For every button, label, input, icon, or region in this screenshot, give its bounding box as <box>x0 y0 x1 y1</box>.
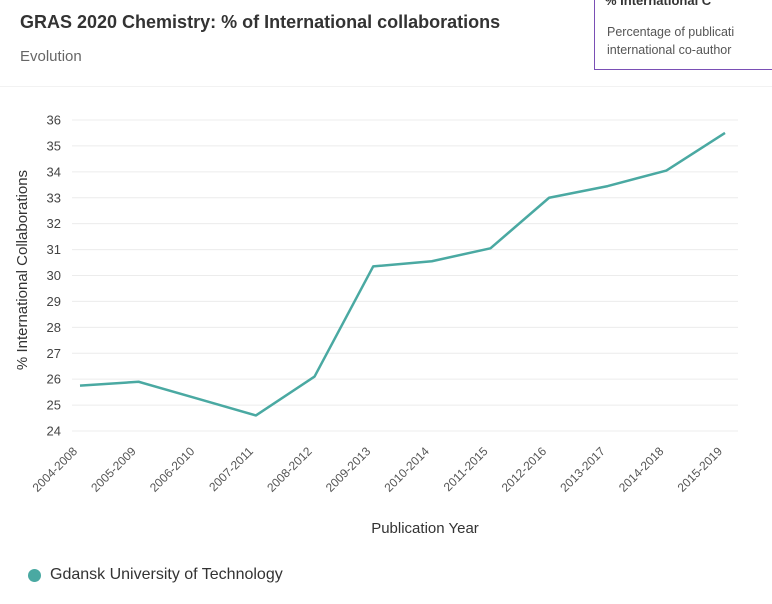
y-tick-label: 32 <box>47 216 61 231</box>
grid-lines <box>72 119 738 432</box>
series-line[interactable] <box>79 131 726 417</box>
y-tick-label: 25 <box>47 398 61 413</box>
data-point[interactable] <box>544 193 554 203</box>
data-point[interactable] <box>427 256 437 266</box>
tooltip-line-1: Percentage of publicati <box>607 25 735 39</box>
legend-marker-icon <box>28 568 41 582</box>
x-tick-label: 2013-2017 <box>557 444 608 495</box>
y-tick-label: 35 <box>47 138 61 153</box>
info-tooltip: % International C Percentage of publicat… <box>594 0 772 70</box>
x-tick-label: 2012-2016 <box>499 444 550 495</box>
data-point[interactable] <box>134 377 144 387</box>
y-tick-label: 27 <box>47 346 61 361</box>
x-axis-label: Publication Year <box>371 520 479 537</box>
x-tick-label: 2007-2011 <box>206 444 256 494</box>
x-tick-label: 2004-2008 <box>30 444 81 495</box>
data-point[interactable] <box>485 243 495 253</box>
chart-subtitle: Evolution <box>20 48 82 65</box>
legend-item[interactable]: Gdansk University of Technology <box>28 566 283 584</box>
panel-divider <box>0 86 772 87</box>
series-layer <box>75 128 730 420</box>
x-tick-label: 2008-2012 <box>264 444 315 495</box>
legend-label: Gdansk University of Technology <box>50 566 283 583</box>
y-tick-label: 36 <box>47 113 61 128</box>
y-axis-ticks: 24 25 26 27 28 29 30 31 32 33 34 35 36 <box>47 113 61 439</box>
x-tick-label: 2014-2018 <box>616 444 667 495</box>
y-tick-label: 26 <box>47 372 61 387</box>
y-tick-label: 31 <box>47 242 61 257</box>
x-tick-label: 2009-2013 <box>323 444 374 495</box>
y-tick-label: 28 <box>47 320 61 335</box>
y-axis-label: % International Collaborations <box>14 170 31 370</box>
x-tick-label: 2011-2015 <box>441 444 491 494</box>
data-point[interactable] <box>251 410 261 420</box>
chart-title: GRAS 2020 Chemistry: % of International … <box>20 12 501 32</box>
y-tick-label: 24 <box>47 424 61 439</box>
y-tick-label: 29 <box>47 294 61 309</box>
y-tick-label: 30 <box>47 268 61 283</box>
data-point[interactable] <box>192 394 202 404</box>
y-tick-label: 34 <box>47 164 61 179</box>
data-point[interactable] <box>310 372 320 382</box>
data-point[interactable] <box>603 181 613 191</box>
data-point[interactable] <box>368 261 378 271</box>
x-tick-label: 2015-2019 <box>675 444 726 495</box>
tooltip-line-2: international co-author <box>607 43 732 57</box>
data-point[interactable] <box>75 381 85 391</box>
x-tick-label: 2010-2014 <box>381 444 432 495</box>
x-tick-label: 2006-2010 <box>147 444 198 495</box>
data-point[interactable] <box>661 166 671 176</box>
tooltip-title: % International C <box>605 0 712 8</box>
y-tick-label: 33 <box>47 190 61 205</box>
x-tick-label: 2005-2009 <box>88 444 139 495</box>
data-point[interactable] <box>720 128 730 138</box>
x-axis-ticks: 2004-2008 2005-2009 2006-2010 2007-2011 2008… <box>30 444 726 495</box>
